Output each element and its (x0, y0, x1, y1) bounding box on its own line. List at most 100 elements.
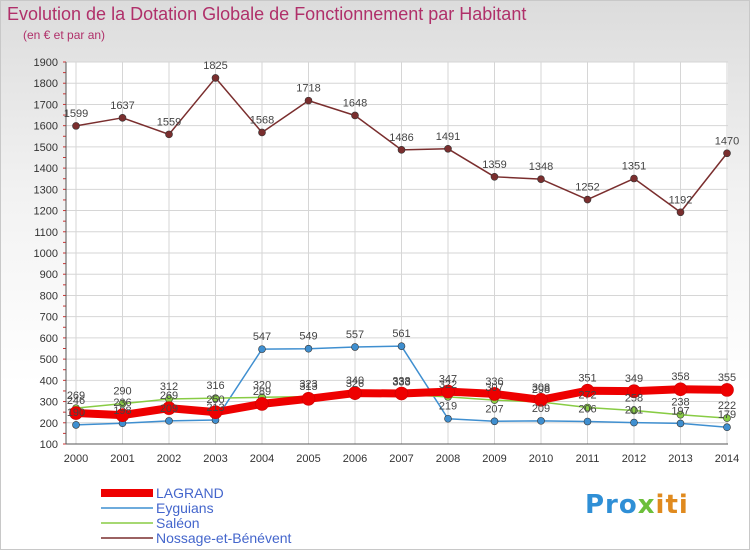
data-point-eyguians (165, 417, 173, 425)
chart-subtitle: (en € et par an) (23, 28, 106, 42)
x-tick-label: 2014 (715, 453, 739, 465)
y-tick-label: 800 (40, 290, 58, 302)
data-label-saleon: 290 (113, 386, 131, 398)
data-point-nossage-et-benevent (676, 208, 685, 217)
y-tick-label: 1000 (34, 248, 58, 260)
x-tick-label: 2012 (622, 453, 646, 465)
legend-label-lagrand: LAGRAND (156, 485, 224, 501)
data-label-eyguians: 179 (718, 409, 736, 421)
data-label-saleon: 269 (67, 390, 85, 402)
x-tick-label: 2004 (250, 453, 274, 465)
data-point-nossage-et-benevent (723, 149, 731, 158)
data-label-eyguians: 206 (578, 404, 596, 416)
data-point-lagrand (394, 386, 409, 401)
y-tick-label: 500 (40, 354, 58, 366)
x-tick-label: 2013 (668, 453, 692, 465)
data-point-nossage-et-benevent (630, 174, 638, 183)
data-label-lagrand: 308 (532, 382, 550, 394)
data-point-saleon (630, 406, 638, 415)
y-tick-label: 1400 (34, 163, 58, 175)
data-label-lagrand: 347 (439, 374, 457, 386)
data-point-saleon (583, 403, 592, 412)
data-label-saleon: 222 (718, 400, 736, 412)
data-label-eyguians: 547 (253, 331, 271, 343)
data-label-nossage-et-benevent: 1348 (529, 161, 553, 173)
data-point-eyguians (397, 342, 406, 350)
data-label-nossage-et-benevent: 1559 (157, 116, 181, 128)
data-label-saleon: 316 (206, 380, 224, 392)
data-label-lagrand: 269 (160, 390, 178, 402)
data-label-saleon: 238 (671, 397, 689, 409)
data-point-lagrand (487, 387, 502, 401)
data-label-eyguians: 557 (346, 329, 364, 341)
data-point-lagrand (720, 383, 734, 397)
y-tick-label: 1300 (34, 184, 58, 196)
data-point-eyguians (723, 423, 731, 432)
data-label-eyguians: 207 (485, 403, 503, 415)
data-point-nossage-et-benevent (583, 195, 592, 204)
data-label-lagrand: 236 (113, 397, 131, 409)
data-label-eyguians: 198 (113, 405, 131, 417)
data-point-lagrand (348, 386, 362, 400)
x-tick-label: 2007 (389, 453, 413, 465)
data-point-eyguians (351, 343, 359, 351)
data-label-lagrand: 250 (206, 394, 224, 406)
data-label-nossage-et-benevent: 1486 (389, 132, 413, 144)
data-point-saleon (118, 399, 127, 408)
data-label-saleon: 312 (160, 381, 178, 393)
data-label-nossage-et-benevent: 1825 (203, 60, 227, 72)
data-label-saleon: 323 (299, 379, 317, 391)
data-label-saleon: 322 (439, 379, 457, 391)
data-label-lagrand: 340 (346, 375, 364, 387)
data-label-saleon: 320 (253, 379, 271, 391)
data-point-lagrand (162, 401, 176, 415)
data-label-eyguians: 213 (206, 402, 224, 414)
data-label-eyguians: 561 (392, 328, 410, 340)
data-point-lagrand (441, 384, 455, 399)
data-label-nossage-et-benevent: 1599 (64, 108, 88, 120)
data-point-lagrand (580, 383, 595, 398)
x-tick-label: 2001 (110, 453, 134, 465)
data-point-eyguians (583, 417, 592, 426)
data-point-nossage-et-benevent (211, 74, 220, 82)
x-tick-label: 2002 (157, 453, 181, 465)
y-tick-label: 200 (40, 418, 58, 430)
data-point-eyguians (304, 344, 313, 353)
y-tick-label: 1200 (34, 206, 58, 218)
data-label-eyguians: 549 (299, 331, 317, 343)
x-tick-label: 2010 (529, 453, 553, 465)
x-tick-label: 2000 (64, 453, 88, 465)
data-label-nossage-et-benevent: 1359 (482, 159, 506, 171)
y-tick-label: 400 (40, 375, 58, 387)
data-point-lagrand (301, 391, 316, 406)
data-label-nossage-et-benevent: 1252 (575, 182, 599, 194)
data-point-lagrand (673, 382, 688, 397)
data-label-nossage-et-benevent: 1351 (622, 161, 646, 173)
data-label-eyguians: 190 (67, 407, 85, 419)
data-label-saleon: 258 (625, 392, 643, 404)
legend-label-saleon: Saléon (156, 515, 200, 531)
data-point-eyguians (490, 417, 499, 426)
data-point-nossage-et-benevent (165, 130, 173, 139)
legend-label-nossage-et-benevent: Nossage-et-Bénévent (156, 530, 292, 546)
x-tick-label: 2005 (296, 453, 320, 465)
data-point-nossage-et-benevent (444, 144, 452, 153)
data-label-eyguians: 209 (532, 403, 550, 415)
data-point-lagrand (627, 384, 641, 398)
y-tick-label: 700 (40, 312, 58, 324)
y-tick-label: 900 (40, 269, 58, 281)
x-tick-label: 2008 (436, 453, 460, 465)
data-label-lagrand: 358 (671, 371, 689, 383)
x-tick-label: 2006 (343, 453, 367, 465)
data-point-nossage-et-benevent (537, 175, 545, 183)
data-label-lagrand: 355 (718, 372, 736, 384)
y-tick-label: 1600 (34, 121, 58, 133)
y-tick-label: 1500 (34, 142, 58, 154)
data-label-lagrand: 336 (485, 376, 503, 388)
data-point-nossage-et-benevent (490, 173, 499, 181)
data-point-nossage-et-benevent (118, 114, 127, 122)
data-label-saleon: 333 (392, 377, 410, 389)
data-point-lagrand (208, 405, 223, 419)
y-tick-label: 1800 (34, 78, 58, 90)
data-label-eyguians: 209 (160, 403, 178, 415)
